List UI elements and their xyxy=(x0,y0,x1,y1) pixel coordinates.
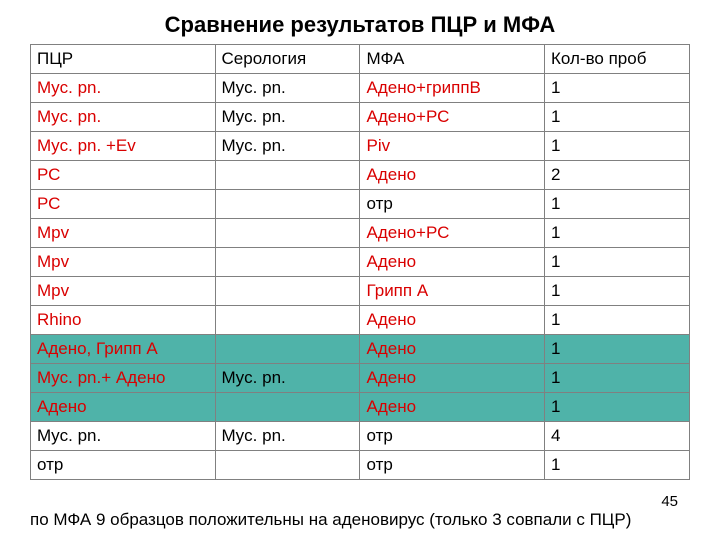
table-cell: Piv xyxy=(360,132,545,161)
footnote: по МФА 9 образцов положительны на аденов… xyxy=(30,510,631,530)
table-cell: Rhino xyxy=(31,306,216,335)
table-cell: Адено xyxy=(360,161,545,190)
table-cell: отр xyxy=(31,451,216,480)
table-row: АденоАдено1 xyxy=(31,393,690,422)
comparison-table: ПЦР Серология МФА Кол-во проб Myc. pn.My… xyxy=(30,44,690,480)
table-cell xyxy=(215,335,360,364)
table-body: Myc. pn.Myc. pn.Адено+гриппВ1Myc. pn.Myc… xyxy=(31,74,690,480)
table-row: Mpv Адено1 xyxy=(31,248,690,277)
table-cell: Myc. pn. xyxy=(215,74,360,103)
col-header: Кол-во проб xyxy=(545,45,690,74)
table-cell: 1 xyxy=(545,219,690,248)
table-header-row: ПЦР Серология МФА Кол-во проб xyxy=(31,45,690,74)
table-cell: 1 xyxy=(545,335,690,364)
table-cell: Адено+РС xyxy=(360,103,545,132)
table-cell: Myc. pn. +Ev xyxy=(31,132,216,161)
table-cell: Адено xyxy=(360,306,545,335)
table-row: Myc. pn.+ АденоMyc. pn.Адено1 xyxy=(31,364,690,393)
table-cell: Myc. pn. xyxy=(215,364,360,393)
table-cell: 1 xyxy=(545,74,690,103)
table-cell: Myc. pn. xyxy=(31,103,216,132)
table-cell: Myc. pn. xyxy=(31,74,216,103)
table-cell: Mpv xyxy=(31,277,216,306)
table-row: Rhino Адено1 xyxy=(31,306,690,335)
table-cell: 1 xyxy=(545,248,690,277)
table-cell: Myc. pn. xyxy=(215,103,360,132)
table-cell: Mpv xyxy=(31,248,216,277)
table-cell xyxy=(215,219,360,248)
table-row: Myc. pn. +EvMyc. pn.Piv1 xyxy=(31,132,690,161)
table-cell: Адено+РС xyxy=(360,219,545,248)
col-header: Серология xyxy=(215,45,360,74)
table-row: Myc. pn.Myc. pn.Адено+РС1 xyxy=(31,103,690,132)
table-cell: 1 xyxy=(545,451,690,480)
table-cell: 4 xyxy=(545,422,690,451)
table-cell: отр xyxy=(360,422,545,451)
table-cell: Адено+гриппВ xyxy=(360,74,545,103)
table-cell: 2 xyxy=(545,161,690,190)
table-cell: Myc. pn. xyxy=(215,132,360,161)
table-cell: Адено xyxy=(360,393,545,422)
table-cell: 1 xyxy=(545,190,690,219)
table-cell: Грипп А xyxy=(360,277,545,306)
table-cell: Myc. pn. xyxy=(31,422,216,451)
table-cell: Адено xyxy=(360,364,545,393)
table-cell: РС xyxy=(31,190,216,219)
table-cell: Myc. pn.+ Адено xyxy=(31,364,216,393)
table-row: Myc. pn.Myc. pn.Адено+гриппВ1 xyxy=(31,74,690,103)
table-row: отротр1 xyxy=(31,451,690,480)
table-cell: Адено xyxy=(360,248,545,277)
table-row: РС отр1 xyxy=(31,190,690,219)
table-cell xyxy=(215,161,360,190)
table-cell: Mpv xyxy=(31,219,216,248)
table-cell: Адено xyxy=(31,393,216,422)
table-cell: РС xyxy=(31,161,216,190)
table-row: Mpv Адено+РС1 xyxy=(31,219,690,248)
table-row: Адено, Грипп А Адено1 xyxy=(31,335,690,364)
table-cell: 1 xyxy=(545,277,690,306)
table-cell: 1 xyxy=(545,306,690,335)
table-cell: 1 xyxy=(545,364,690,393)
table-cell: 1 xyxy=(545,393,690,422)
page-title: Сравнение результатов ПЦР и МФА xyxy=(30,12,690,38)
table-row: РС Адено2 xyxy=(31,161,690,190)
table-cell xyxy=(215,190,360,219)
table-cell xyxy=(215,393,360,422)
table-cell xyxy=(215,451,360,480)
table-cell xyxy=(215,248,360,277)
table-cell: Myc. pn. xyxy=(215,422,360,451)
table-cell: Адено, Грипп А xyxy=(31,335,216,364)
table-row: Myc. pn.Myc. pn.отр4 xyxy=(31,422,690,451)
table-cell: 1 xyxy=(545,132,690,161)
table-cell: Адено xyxy=(360,335,545,364)
table-row: Mpv Грипп А1 xyxy=(31,277,690,306)
table-cell xyxy=(215,306,360,335)
table-cell: отр xyxy=(360,451,545,480)
col-header: ПЦР xyxy=(31,45,216,74)
page-number: 45 xyxy=(661,493,678,510)
table-cell xyxy=(215,277,360,306)
table-cell: отр xyxy=(360,190,545,219)
table-cell: 1 xyxy=(545,103,690,132)
col-header: МФА xyxy=(360,45,545,74)
